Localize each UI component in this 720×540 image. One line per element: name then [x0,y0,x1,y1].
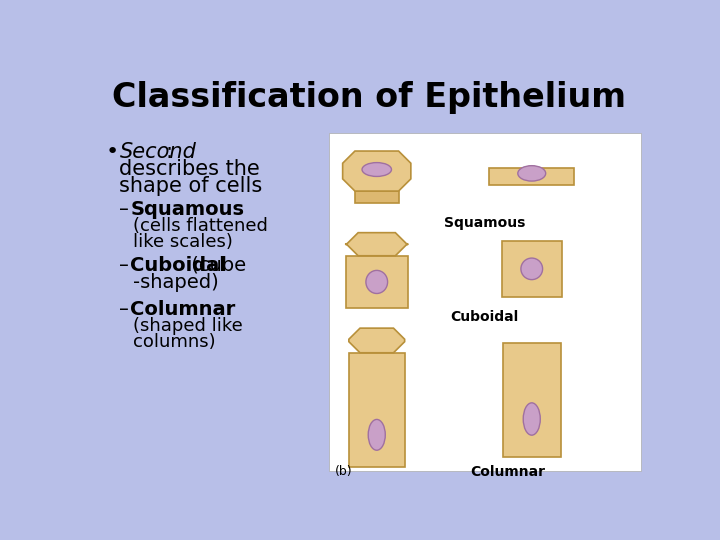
Text: –: – [120,256,135,275]
Text: Squamous: Squamous [130,200,244,219]
Polygon shape [489,168,575,185]
Text: –: – [120,300,135,319]
Ellipse shape [366,271,387,294]
Polygon shape [355,191,399,204]
Text: columns): columns) [133,333,216,351]
Polygon shape [346,256,408,308]
Text: describes the: describes the [120,159,260,179]
Text: Cuboidal: Cuboidal [130,256,226,275]
Polygon shape [349,328,405,353]
Text: •: • [106,142,119,162]
Polygon shape [346,233,408,256]
Bar [503,343,561,457]
Polygon shape [349,353,405,467]
Ellipse shape [523,403,540,435]
Text: -shaped): -shaped) [133,273,219,292]
Ellipse shape [518,166,546,181]
Text: Second: Second [120,142,197,162]
Text: (cube: (cube [184,256,246,275]
Text: (b): (b) [335,465,353,478]
Text: Cuboidal: Cuboidal [451,309,519,323]
Ellipse shape [362,163,392,177]
Bar [329,132,641,471]
Ellipse shape [521,258,543,280]
Text: (shaped like: (shaped like [133,318,243,335]
Text: shape of cells: shape of cells [120,177,263,197]
Ellipse shape [368,420,385,450]
Text: like scales): like scales) [133,233,233,251]
Text: :: : [166,142,173,162]
Text: Columnar: Columnar [130,300,235,319]
Text: (cells flattened: (cells flattened [133,217,269,235]
Polygon shape [343,151,411,191]
Text: Columnar: Columnar [471,465,546,479]
Bar [502,241,562,296]
Text: Squamous: Squamous [444,215,526,230]
Text: –: – [120,200,135,219]
Text: Classification of Epithelium: Classification of Epithelium [112,80,626,113]
